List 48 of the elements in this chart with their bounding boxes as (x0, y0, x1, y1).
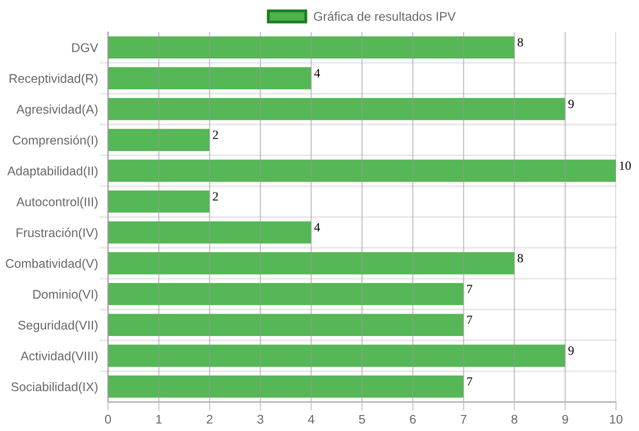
x-tick-label: 8 (511, 414, 518, 424)
x-tick-label: 2 (206, 414, 212, 424)
x-tick-label: 1 (156, 414, 162, 424)
bar (108, 190, 210, 213)
data-label: 9 (568, 100, 574, 108)
data-label: 10 (620, 161, 631, 170)
y-tick-label: Adaptabilidad(II) (7, 166, 98, 178)
bar (108, 314, 464, 336)
x-tick-label: 0 (105, 414, 111, 424)
bar (108, 252, 514, 274)
y-tick-label: DGV (72, 43, 98, 52)
x-tick-label: 4 (308, 414, 314, 424)
data-label: 2 (212, 130, 218, 139)
bar (108, 67, 312, 90)
data-label: 8 (518, 38, 523, 46)
y-tick-label: Seguridad(VII) (18, 320, 98, 332)
legend-label: Gráfica de resultados IPV (314, 12, 456, 21)
data-label: 4 (314, 223, 320, 232)
data-label: 4 (314, 68, 320, 78)
x-tick-label: 7 (460, 414, 466, 424)
y-tick-label: Comprensión(I) (12, 135, 98, 148)
data-label: 2 (212, 192, 218, 201)
data-label: 7 (467, 284, 472, 294)
x-tick-label: 6 (410, 414, 416, 424)
y-tick-label: Receptividad(R) (10, 74, 98, 86)
bar (108, 221, 312, 244)
x-tick-label: 9 (562, 414, 568, 424)
y-tick-label: Autocontrol(III) (16, 197, 98, 209)
bar (108, 98, 566, 120)
bar (108, 375, 464, 398)
x-tick-label: 3 (257, 414, 264, 424)
bar (108, 344, 566, 367)
data-label: 9 (568, 346, 574, 355)
y-tick-label: Dominio(VI) (33, 290, 98, 302)
bar (108, 282, 464, 306)
data-label: 7 (467, 377, 472, 386)
y-tick-label: Frustración(IV) (16, 228, 98, 240)
data-label: 8 (518, 254, 523, 262)
bar (108, 160, 616, 182)
y-tick-label: Sociabilidad(IX) (11, 382, 98, 394)
bar (108, 128, 210, 152)
y-tick-label: Agresividad(A) (16, 104, 98, 116)
x-tick-label: 10 (610, 414, 622, 424)
data-label: 7 (467, 316, 472, 324)
x-tick-label: 5 (359, 414, 365, 424)
y-tick-label: Actividad(VIII) (20, 351, 98, 363)
y-tick-label: Combatividad(V) (6, 258, 98, 270)
bar (108, 36, 514, 59)
